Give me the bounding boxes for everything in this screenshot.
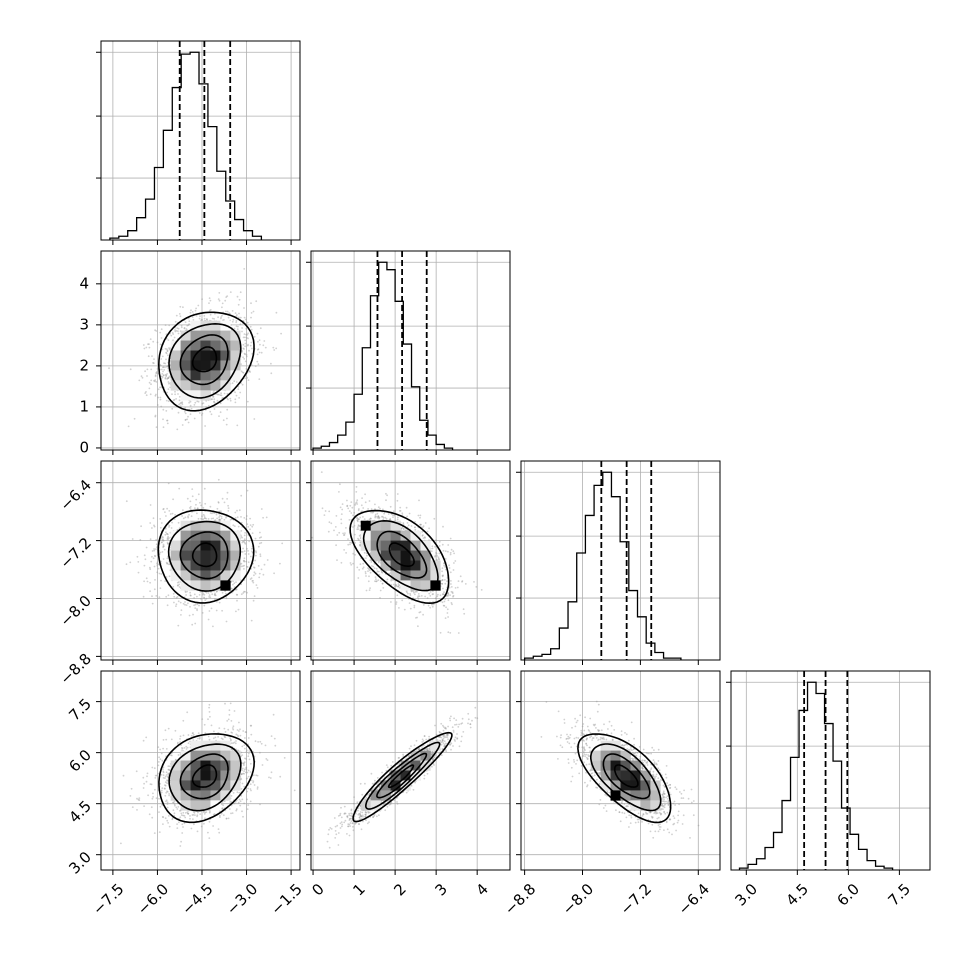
y-tick-label: −8.8 [57,650,95,688]
y-tick-label: −6.4 [57,476,95,514]
y-tick-label: −8.0 [57,592,95,630]
panel-2-0: −8.8 −8.0 −7.2 −6.4 [57,460,301,688]
x-tick-label: −6.0 [134,880,172,918]
x-tick-label: 1 [349,880,368,899]
contour-line [168,743,242,812]
x-tick-label: −6.4 [675,880,713,918]
y-tick-label: −7.2 [57,534,95,572]
y-tick-label: 7.5 [65,695,95,725]
contour-line [158,733,256,824]
contour-line [179,334,229,386]
x-tick-label: 6.0 [834,880,864,910]
contour-line [157,311,255,412]
panel-frame [100,670,301,871]
contour-line [179,531,229,580]
y-tick-label: 0 [79,438,89,456]
contour-line [349,509,450,605]
x-tick-label: 4.5 [782,880,812,910]
panel-0-0 [96,40,301,245]
x-tick-label: −7.2 [617,880,655,918]
panel-3-1: 0 1 2 3 4 [306,670,511,900]
x-tick-label: 3.0 [731,880,761,910]
x-tick-label: 2 [390,880,409,899]
contour-line [364,741,441,810]
histogram-step-line [109,51,263,240]
y-tick-label: 2 [79,356,89,374]
x-tick-label: −4.5 [178,880,216,918]
y-tick-label: 4 [79,274,89,292]
contour-line [191,542,218,568]
panel-3-0: 3.0 4.5 6.0 7.5 −7.5 −6.0 −4.5 −3.0 −1.5 [65,670,306,919]
panel-frame [310,250,511,451]
contour-line [167,520,242,592]
contour-line [191,764,218,788]
density-histogram [360,520,441,591]
density-histogram [360,740,441,811]
histogram-step-line [738,681,894,870]
y-tick-label: 3 [79,315,89,333]
contour-line [602,753,651,800]
x-tick-label: −1.5 [267,880,305,918]
contour-line [387,764,415,789]
y-tick-label: 1 [79,397,89,415]
x-tick-label: 0 [308,880,327,899]
contour-line [376,530,428,579]
contour-line [589,743,662,812]
x-tick-label: −7.5 [89,880,127,918]
panel-frame [520,670,721,871]
contour-line [613,764,639,788]
y-tick-label: 6.0 [65,746,95,776]
contour-line [362,519,439,592]
x-tick-label: −3.0 [223,880,261,918]
y-tick-label: 3.0 [65,848,95,878]
x-tick-label: −8.0 [559,880,597,918]
contour-line [577,733,672,824]
contour-line [388,542,415,568]
contour-line [179,753,229,800]
panel-frame [100,460,301,661]
panel-frame [310,670,511,871]
panel-frame [100,250,301,451]
panel-3-3: 3.0 4.5 6.0 7.5 [726,670,931,910]
panel-3-2: −8.8 −8.0 −7.2 −6.4 [501,670,721,919]
contour-line [191,346,218,373]
panel-1-0: 0 1 2 3 4 [79,250,301,456]
panel-frame [100,40,301,241]
contour-line [168,322,242,399]
x-tick-label: 3 [431,880,450,899]
histogram-step-line [312,261,454,450]
panel-1-1 [306,250,511,455]
panel-2-2 [516,460,721,665]
x-tick-label: −8.8 [501,880,539,918]
contour-line [157,509,255,604]
contour-line [352,731,453,823]
panel-frame [310,460,511,661]
contour-line [376,752,428,799]
panel-2-1 [306,460,511,665]
x-tick-label: 4 [472,880,491,899]
x-tick-label: 7.5 [885,880,915,910]
histogram-step-line [523,471,682,660]
y-tick-label: 4.5 [65,797,95,827]
panel-frame [730,670,931,871]
panel-frame [520,460,721,661]
